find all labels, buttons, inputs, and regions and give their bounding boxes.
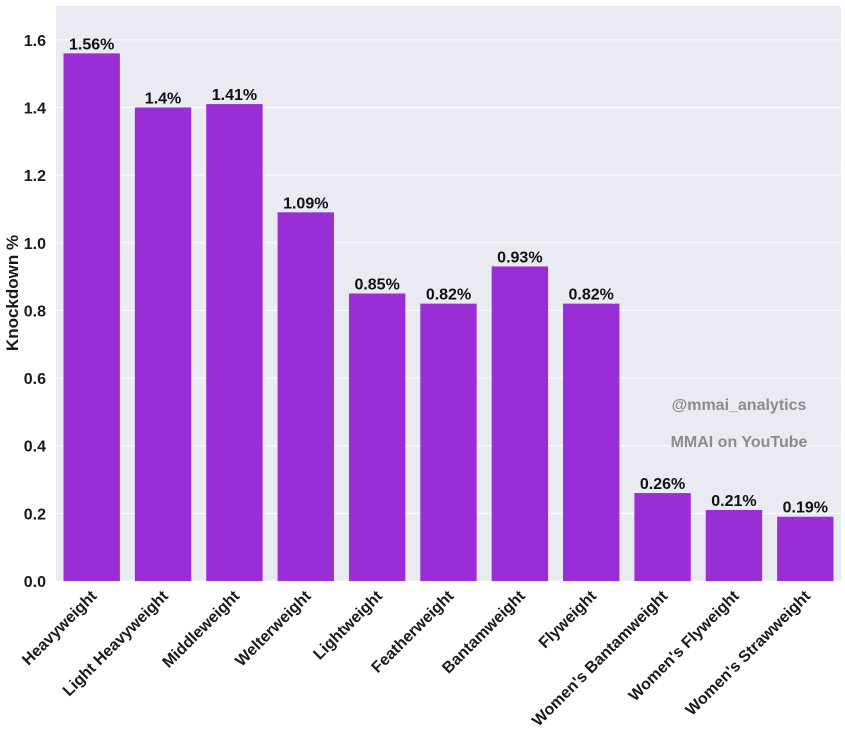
bars xyxy=(63,53,834,582)
x-tick-label: Welterweight xyxy=(232,587,315,670)
x-tick-label: Lightweight xyxy=(310,587,386,663)
x-tick-label: Middleweight xyxy=(160,587,244,671)
bar-value-label: 0.82% xyxy=(569,287,614,304)
bar-value-label: 1.41% xyxy=(212,87,257,104)
x-tick-label: Flyweight xyxy=(536,587,601,652)
bar xyxy=(777,516,834,581)
x-tick-label: Women's Bantamweight xyxy=(529,587,672,730)
bar xyxy=(491,266,549,581)
bar xyxy=(420,303,477,581)
y-tick-label: 1.2 xyxy=(24,168,46,185)
y-tick-label: 0.6 xyxy=(24,371,46,388)
y-axis-ticks: 0.0 0.2 0.4 0.6 0.8 1.0 1.2 1.4 1.6 xyxy=(24,33,46,591)
bar xyxy=(563,303,620,581)
bar-value-label: 1.09% xyxy=(283,195,328,212)
bar xyxy=(206,104,263,582)
bar-value-label: 0.93% xyxy=(497,249,542,266)
bar xyxy=(63,53,120,581)
y-tick-label: 0.8 xyxy=(24,303,46,320)
bar-value-label: 0.19% xyxy=(783,500,828,517)
y-tick-label: 1.4 xyxy=(24,100,46,117)
bar xyxy=(277,212,334,581)
y-tick-label: 1.6 xyxy=(24,33,46,50)
bar-value-label: 1.56% xyxy=(69,36,114,53)
y-tick-label: 1.0 xyxy=(24,236,46,253)
y-tick-label: 0.0 xyxy=(24,574,46,591)
x-tick-label: Heavyweight xyxy=(19,587,101,669)
bar xyxy=(134,107,192,582)
bar xyxy=(705,509,763,581)
bar-value-labels: 1.56% 1.4% 1.41% 1.09% 0.85% 0.82% 0.93% 0.82% 0… xyxy=(69,36,828,516)
bar-value-label: 0.85% xyxy=(354,277,399,294)
bar-value-label: 0.82% xyxy=(426,287,471,304)
y-tick-label: 0.4 xyxy=(24,439,46,456)
bar-value-label: 0.21% xyxy=(711,493,756,510)
bar xyxy=(348,293,406,581)
bar xyxy=(634,493,691,581)
watermark-handle: @mmai_analytics xyxy=(672,397,807,414)
watermark-channel: MMAI on YouTube xyxy=(671,434,808,451)
x-tick-label: Women's Strawweight xyxy=(683,587,815,719)
y-tick-label: 0.2 xyxy=(24,506,46,523)
bar-value-label: 1.4% xyxy=(145,90,181,107)
y-axis-title: Knockdown % xyxy=(3,235,22,351)
bar-value-label: 0.26% xyxy=(640,476,685,493)
